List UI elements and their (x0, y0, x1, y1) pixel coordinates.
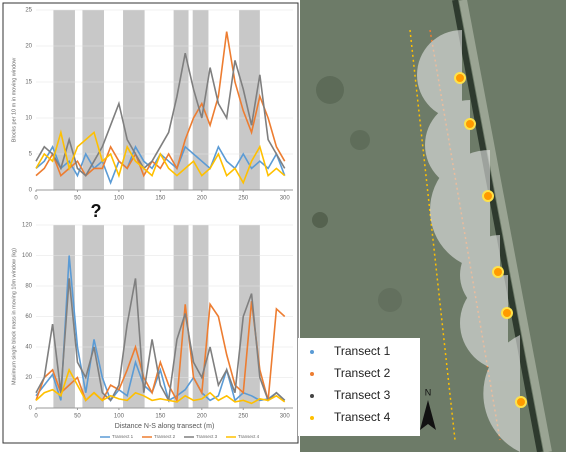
map: N (298, 0, 566, 452)
y-tick-label: 120 (22, 223, 33, 229)
marker (516, 397, 526, 407)
x-tick-label: 100 (114, 414, 125, 420)
y-tick-label: 10 (25, 116, 32, 122)
map-legend-swatch (310, 394, 314, 398)
y-axis-label: Blocks per 10 m in moving window (11, 58, 17, 142)
map-legend-swatch (310, 350, 314, 354)
legend-label: Transect 3 (196, 434, 218, 439)
map-legend-label: Transect 1 (334, 344, 391, 358)
map-legend-swatch (310, 372, 314, 376)
map-legend-label: Transect 3 (334, 388, 391, 402)
map-legend-label: Transect 2 (334, 366, 391, 380)
x-tick-label: 300 (280, 196, 291, 202)
map-legend-swatch (310, 416, 314, 420)
y-axis-label: Maximum single block mass in moving 10m … (11, 248, 17, 385)
legend-label: Transect 4 (238, 434, 260, 439)
crater (350, 130, 370, 150)
y-tick-label: 20 (25, 375, 32, 381)
marker (455, 73, 465, 83)
x-tick-label: 200 (197, 414, 208, 420)
y-tick-label: 40 (25, 345, 32, 351)
legend-label: Transect 2 (154, 434, 176, 439)
marker (483, 191, 493, 201)
y-tick-label: 25 (25, 8, 32, 14)
marker (465, 119, 475, 129)
y-tick-label: 100 (22, 253, 33, 259)
x-tick-label: 100 (114, 196, 125, 202)
north-label: N (425, 387, 432, 397)
marker (493, 267, 503, 277)
x-tick-label: 50 (74, 196, 81, 202)
crater (316, 76, 344, 104)
x-tick-label: 250 (238, 196, 249, 202)
annotation: ? (91, 201, 102, 221)
x-tick-label: 150 (155, 196, 166, 202)
figure: N Transect 1 Transect 2 Transect 3 Transect… (0, 0, 566, 452)
crater (378, 288, 402, 312)
y-tick-label: 80 (25, 284, 32, 290)
map-legend-label: Transect 4 (334, 410, 391, 424)
x-tick-label: 250 (238, 414, 249, 420)
x-tick-label: 300 (280, 414, 291, 420)
y-tick-label: 60 (25, 314, 32, 320)
x-tick-label: 50 (74, 414, 81, 420)
marker (502, 308, 512, 318)
y-tick-label: 20 (25, 44, 32, 50)
x-axis-label: Distance N-S along transect (m) (115, 423, 215, 430)
y-tick-label: 15 (25, 80, 32, 86)
legend-label: Transect 1 (112, 434, 134, 439)
crater (312, 212, 328, 228)
x-tick-label: 150 (155, 414, 166, 420)
x-tick-label: 200 (197, 196, 208, 202)
